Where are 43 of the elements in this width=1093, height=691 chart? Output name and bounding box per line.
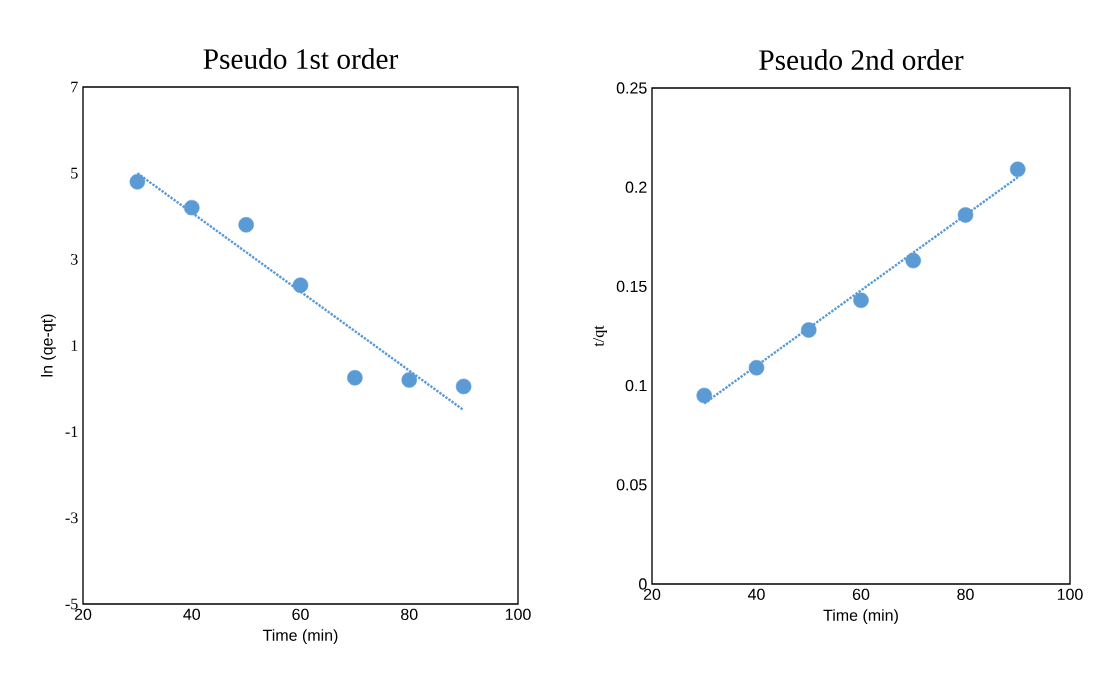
chart-title: Pseudo 2nd order	[759, 49, 964, 70]
x-tick-label: 60	[852, 588, 870, 601]
x-tick-label: 100	[1057, 588, 1083, 601]
point	[129, 174, 146, 190]
y-tick-label: 0.2	[625, 181, 647, 193]
y-axis-title: ln (qe-qt)	[40, 314, 56, 377]
point	[696, 387, 713, 404]
y-tick-label: -1	[65, 426, 78, 437]
y-tick-label: 0.25	[616, 82, 647, 94]
x-tick-label: 80	[957, 588, 974, 601]
x-tick-label: 100	[505, 608, 531, 621]
point	[800, 322, 817, 338]
y-tick-label: 7	[71, 81, 78, 93]
point	[853, 292, 869, 309]
y-tick-label: 5	[71, 167, 78, 179]
point	[183, 199, 200, 216]
x-tick-label: 40	[183, 608, 201, 621]
x-tick-label: 20	[74, 608, 92, 621]
point	[455, 378, 472, 395]
y-tick-label: 1	[71, 340, 78, 351]
x-tick-label: 60	[292, 608, 309, 621]
y-tick-label: 0.1	[625, 379, 647, 392]
y-tick-label: 3	[71, 253, 78, 265]
y-tick-label: 0	[639, 578, 647, 590]
point	[347, 370, 363, 386]
x-tick-label: 20	[643, 588, 661, 601]
point	[748, 359, 765, 376]
y-tick-label: 0.05	[616, 479, 647, 491]
chart-title: Pseudo 1st order	[203, 48, 399, 69]
x-axis-title: Time (min)	[823, 609, 898, 625]
y-tick-label: -3	[65, 512, 78, 524]
point	[957, 207, 974, 223]
point	[905, 252, 922, 269]
point	[1009, 161, 1026, 178]
point	[401, 372, 418, 388]
y-axis-title: t/qt	[593, 325, 607, 347]
y-tick-label: -5	[65, 598, 78, 610]
point	[292, 277, 309, 293]
point	[238, 217, 254, 233]
x-axis-title: Time (min)	[262, 629, 338, 645]
x-tick-label: 80	[401, 608, 418, 621]
x-tick-label: 40	[747, 588, 765, 601]
y-tick-label: 0.15	[616, 280, 647, 293]
